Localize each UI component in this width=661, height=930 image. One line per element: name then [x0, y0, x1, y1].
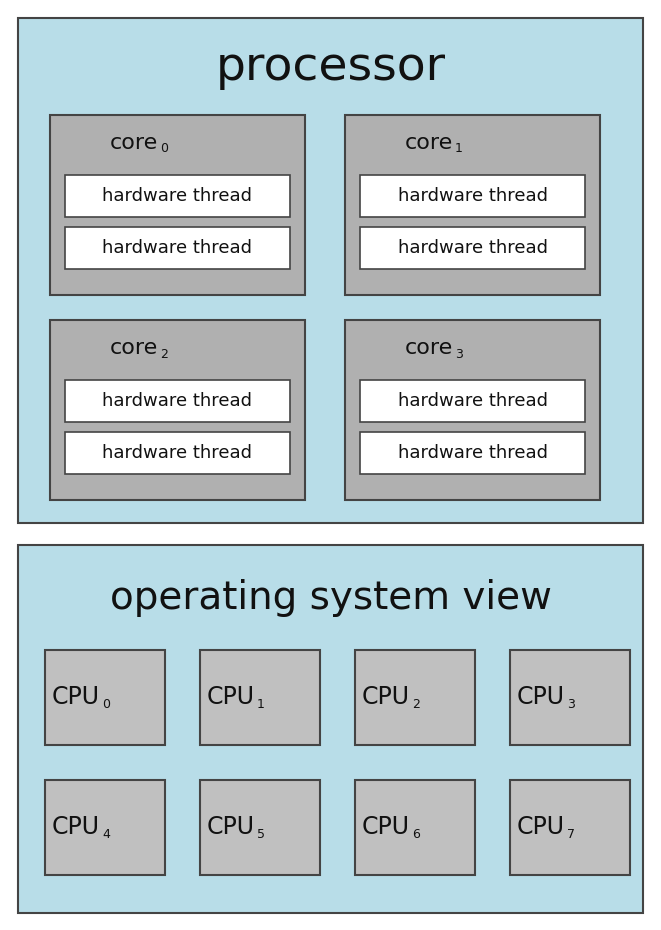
Text: 5: 5	[257, 828, 265, 841]
Text: core: core	[110, 338, 158, 358]
Text: 3: 3	[455, 348, 463, 361]
FancyBboxPatch shape	[50, 320, 305, 500]
Text: CPU: CPU	[517, 815, 565, 839]
FancyBboxPatch shape	[360, 227, 585, 269]
Text: 2: 2	[160, 348, 168, 361]
Text: 0: 0	[102, 698, 110, 711]
FancyBboxPatch shape	[65, 432, 290, 474]
Text: processor: processor	[215, 46, 446, 90]
Text: CPU: CPU	[207, 685, 255, 709]
FancyBboxPatch shape	[360, 380, 585, 422]
Text: hardware thread: hardware thread	[102, 444, 253, 462]
FancyBboxPatch shape	[510, 780, 630, 875]
Text: 6: 6	[412, 828, 420, 841]
Text: 3: 3	[567, 698, 575, 711]
Text: 0: 0	[160, 142, 168, 155]
FancyBboxPatch shape	[355, 650, 475, 745]
Text: hardware thread: hardware thread	[397, 444, 547, 462]
FancyBboxPatch shape	[200, 780, 320, 875]
Text: hardware thread: hardware thread	[397, 392, 547, 410]
FancyBboxPatch shape	[65, 227, 290, 269]
Text: CPU: CPU	[362, 815, 410, 839]
FancyBboxPatch shape	[510, 650, 630, 745]
Text: 1: 1	[257, 698, 265, 711]
Text: 1: 1	[455, 142, 463, 155]
FancyBboxPatch shape	[360, 432, 585, 474]
FancyBboxPatch shape	[200, 650, 320, 745]
Text: hardware thread: hardware thread	[102, 239, 253, 257]
FancyBboxPatch shape	[345, 320, 600, 500]
Text: CPU: CPU	[52, 685, 100, 709]
Text: core: core	[110, 133, 158, 153]
FancyBboxPatch shape	[360, 175, 585, 217]
Text: hardware thread: hardware thread	[102, 187, 253, 205]
FancyBboxPatch shape	[65, 380, 290, 422]
FancyBboxPatch shape	[345, 115, 600, 295]
Text: hardware thread: hardware thread	[102, 392, 253, 410]
Text: CPU: CPU	[207, 815, 255, 839]
FancyBboxPatch shape	[45, 780, 165, 875]
FancyBboxPatch shape	[45, 650, 165, 745]
Text: core: core	[405, 338, 453, 358]
Text: 4: 4	[102, 828, 110, 841]
Text: 2: 2	[412, 698, 420, 711]
Text: operating system view: operating system view	[110, 579, 551, 617]
FancyBboxPatch shape	[65, 175, 290, 217]
Text: core: core	[405, 133, 453, 153]
FancyBboxPatch shape	[18, 18, 643, 523]
Text: 7: 7	[567, 828, 575, 841]
FancyBboxPatch shape	[18, 545, 643, 913]
FancyBboxPatch shape	[50, 115, 305, 295]
Text: CPU: CPU	[362, 685, 410, 709]
Text: hardware thread: hardware thread	[397, 187, 547, 205]
Text: CPU: CPU	[517, 685, 565, 709]
Text: hardware thread: hardware thread	[397, 239, 547, 257]
Text: CPU: CPU	[52, 815, 100, 839]
FancyBboxPatch shape	[355, 780, 475, 875]
